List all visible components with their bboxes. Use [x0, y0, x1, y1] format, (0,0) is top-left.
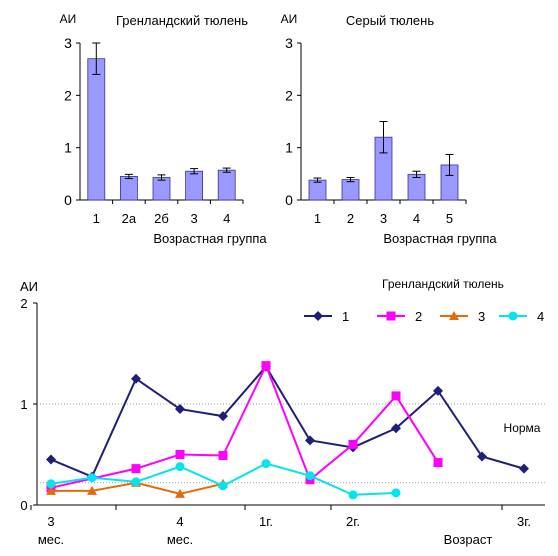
x-tick-label: мес. [167, 532, 193, 547]
y-tick-label: 3 [285, 35, 293, 51]
data-point [175, 404, 185, 415]
x-tick-label: 1 [93, 211, 100, 226]
data-point [46, 454, 56, 465]
x-tick-label: 2г. [346, 514, 360, 529]
data-point [87, 485, 97, 495]
data-point [261, 361, 271, 371]
chart-title: Гренландский тюлень [382, 277, 504, 291]
data-point [46, 485, 56, 495]
y-tick-label: 0 [285, 192, 293, 208]
legend-marker [508, 311, 518, 321]
data-point [519, 463, 529, 474]
x-tick-label: 3 [190, 211, 197, 226]
legend-label: 3 [478, 309, 485, 324]
data-point [218, 481, 228, 491]
y-tick-label: 2 [20, 296, 27, 311]
bar [152, 177, 171, 201]
y-axis-label: АИ [281, 12, 298, 26]
bar-chart-2: 0 1 2 3 АИ Серый тюлень Возрастная группа 1 2 3 4 5 [281, 12, 498, 246]
data-point [305, 471, 315, 481]
data-point [261, 459, 271, 469]
bar [341, 179, 360, 201]
data-point [87, 473, 97, 483]
x-tick-label: 4 [413, 211, 420, 226]
data-point [348, 490, 358, 500]
bar [185, 170, 204, 201]
data-point [391, 488, 401, 498]
chart-title: Гренландский тюлень [116, 13, 248, 28]
bar [217, 169, 236, 201]
legend-label: 2 [415, 309, 422, 324]
data-point [218, 411, 228, 422]
bar-chart-1: 0 1 2 3 АИ Гренландский тюлень Возрастная груп… [60, 12, 268, 246]
x-tick-label: 4 [176, 514, 183, 529]
series-4 [46, 459, 401, 500]
data-point [477, 451, 487, 462]
norm-label: Норма [504, 421, 541, 435]
chart-title: Серый тюлень [346, 13, 434, 28]
x-tick-label: 5 [446, 211, 453, 226]
bar [120, 176, 138, 201]
x-tick-label: 3 [380, 211, 387, 226]
series-2 [46, 361, 443, 493]
data-point [305, 435, 315, 446]
x-tick-label: 3г. [517, 514, 531, 529]
series-line [50, 364, 525, 479]
y-tick-label: 0 [20, 498, 27, 513]
data-point [131, 373, 141, 384]
bar [308, 179, 327, 201]
y-tick-label: 0 [64, 192, 72, 208]
legend-marker [386, 311, 396, 321]
data-point [433, 385, 443, 396]
x-axis-label: Возрастная группа [383, 231, 497, 246]
data-point [131, 477, 141, 487]
data-point [391, 391, 401, 401]
x-tick-label: 1 [314, 211, 321, 226]
x-axis-label: Возрастная группа [153, 231, 267, 246]
x-tick-label: 2а [122, 211, 137, 226]
bar [407, 173, 426, 201]
data-point [348, 439, 358, 449]
legend-label: 1 [342, 309, 349, 324]
data-point [218, 451, 228, 461]
y-tick-label: 2 [64, 87, 72, 103]
series-line [50, 363, 439, 489]
y-tick-label: 3 [64, 35, 72, 51]
data-point [175, 462, 185, 472]
y-axis-label: АИ [20, 279, 38, 294]
y-tick-label: 1 [285, 140, 293, 156]
legend-label: 4 [537, 309, 544, 324]
data-point [175, 450, 185, 459]
x-tick-label: 1г. [259, 514, 273, 529]
y-tick-label: 1 [64, 140, 72, 156]
bar [87, 58, 106, 201]
x-tick-label: мес. [38, 532, 64, 547]
data-point [131, 464, 141, 474]
line-chart: 0 1 2 3 мес. 4 мес. 1г. 2г. 3г. АИ Гренландский тюл… [20, 277, 545, 547]
data-point [46, 479, 56, 489]
x-tick-label: 4 [223, 211, 230, 226]
legend-marker [313, 311, 323, 321]
data-point [433, 458, 443, 468]
x-tick-label: 3 [47, 514, 54, 529]
y-tick-label: 2 [285, 87, 293, 103]
x-tick-label: 2б [154, 211, 169, 226]
data-point [175, 488, 185, 498]
legend-marker [449, 311, 459, 320]
x-tick-label: 2 [347, 211, 354, 226]
y-axis-label: АИ [60, 12, 77, 26]
y-tick-label: 1 [20, 397, 27, 412]
x-axis-label: Возраст [444, 532, 493, 547]
data-point [391, 423, 401, 434]
